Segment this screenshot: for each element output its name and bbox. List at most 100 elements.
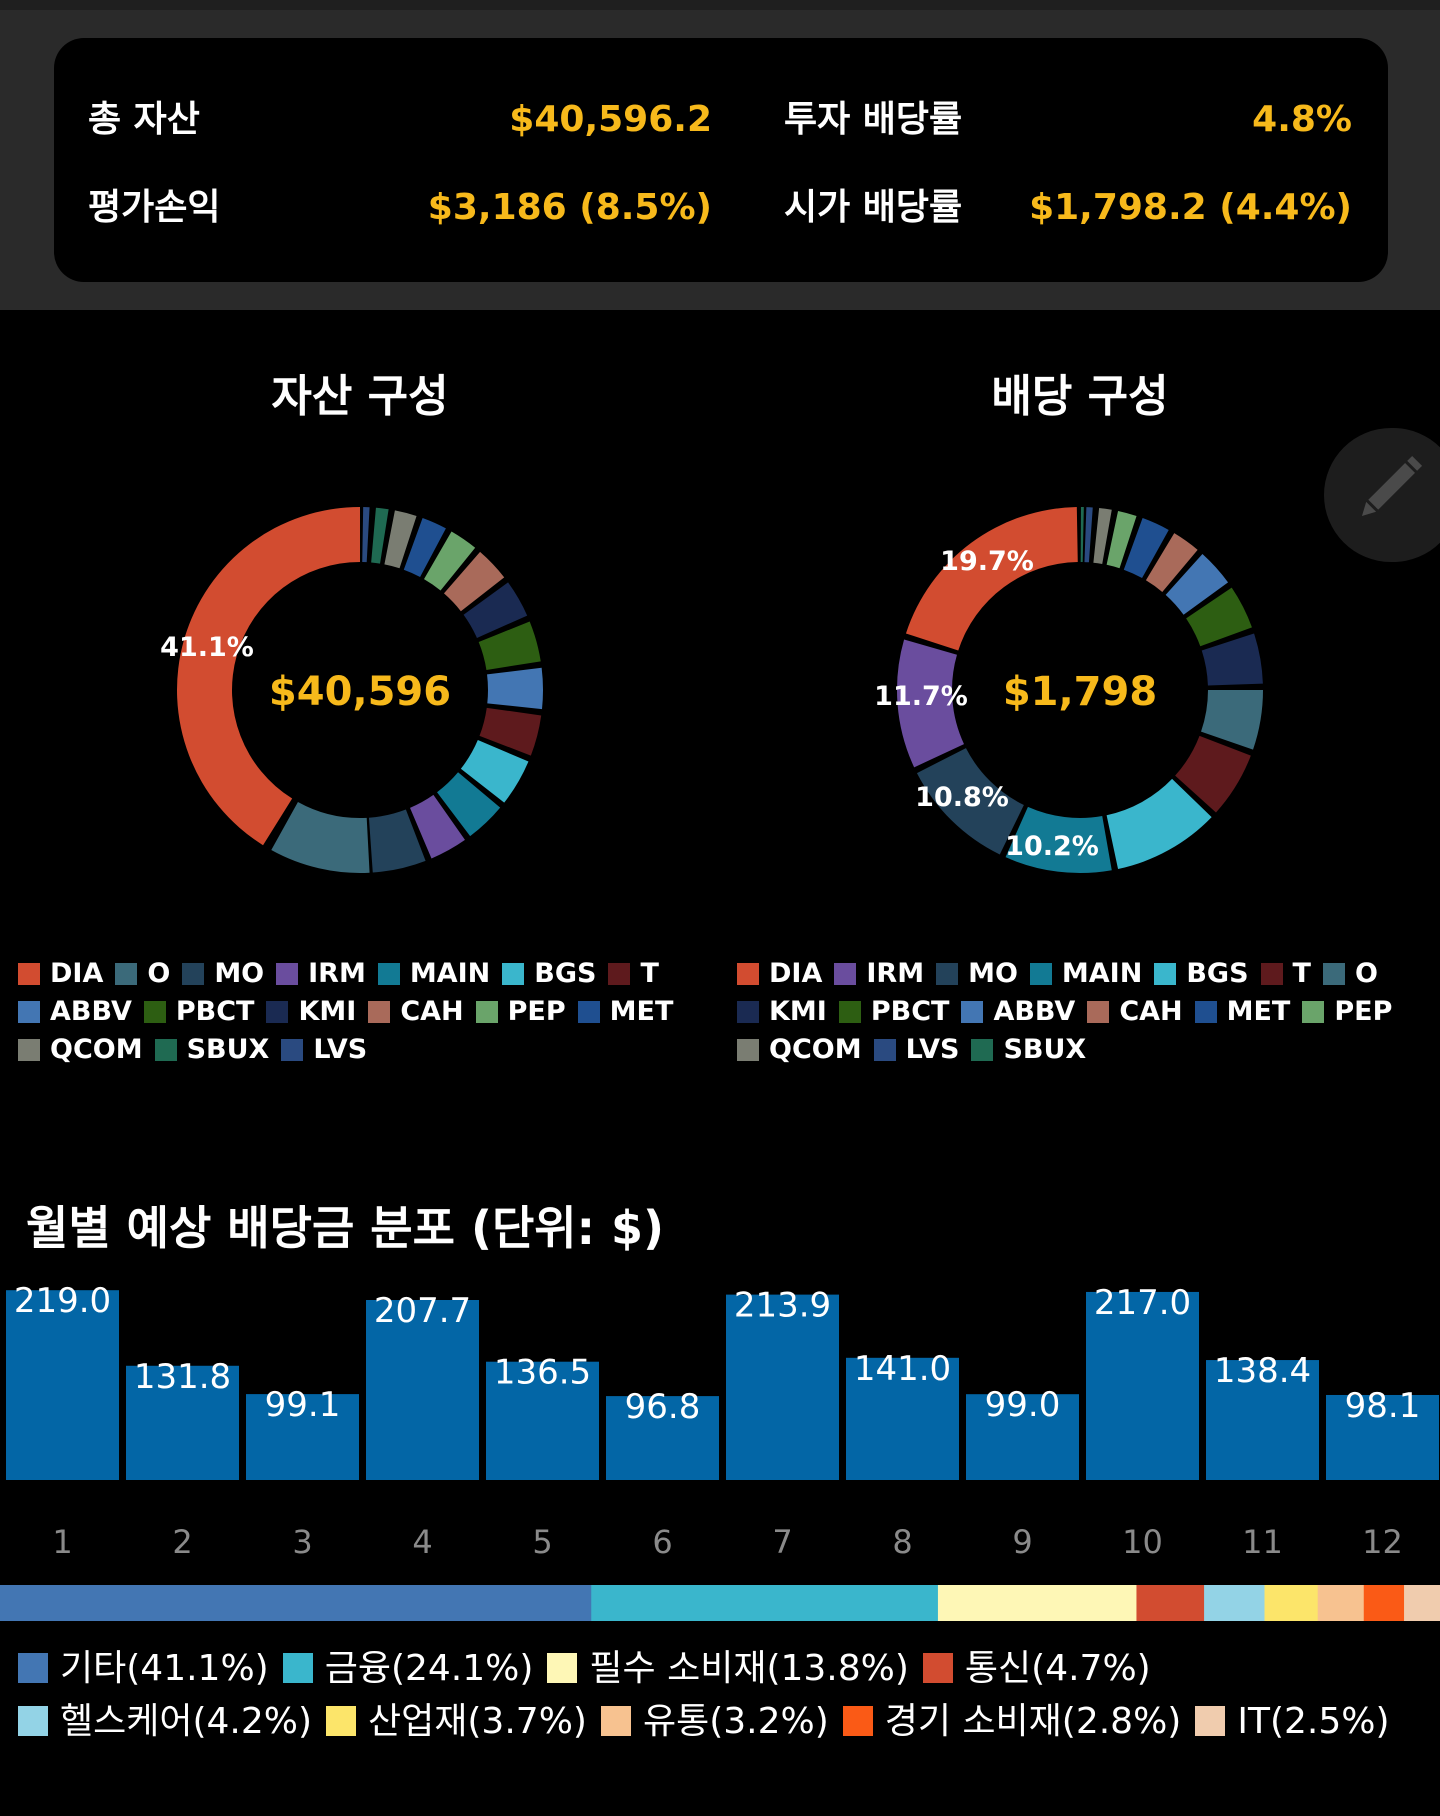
sector-segment <box>1264 1585 1319 1621</box>
legend-swatch <box>266 1001 289 1023</box>
month-tick-label: 11 <box>1242 1523 1283 1560</box>
legend-label: DIA <box>50 958 104 989</box>
total-assets-label: 총 자산 <box>88 99 200 140</box>
month-tick-label: 5 <box>532 1523 552 1560</box>
bar-month-9 <box>966 1394 1079 1480</box>
asset-slice-10 <box>443 551 505 612</box>
legend-swatch <box>1154 963 1177 985</box>
asset-chart-title: 자산 구성 <box>271 371 449 422</box>
legend-label: T <box>1292 958 1311 989</box>
dividend-slice-12 <box>1106 510 1137 569</box>
legend-swatch <box>961 1001 984 1023</box>
edit-button[interactable] <box>1324 428 1440 562</box>
legend-swatch <box>873 1039 896 1061</box>
dividend_chart-legend-item: T <box>1260 955 1311 993</box>
sector-legend-item: 통신(4.7%) <box>922 1642 1151 1695</box>
bar-month-2 <box>126 1365 239 1480</box>
legend-swatch <box>737 963 759 985</box>
sector-legend-item: 산업재(3.7%) <box>326 1695 587 1748</box>
sector-label: 헬스케어(4.2%) <box>60 1701 313 1742</box>
legend-swatch <box>18 963 40 985</box>
asset-slice-5 <box>460 740 529 803</box>
legend-swatch <box>154 1039 177 1061</box>
sector-segment <box>0 1585 592 1621</box>
legend-label: QCOM <box>50 1034 143 1065</box>
month-tick-label: 3 <box>292 1523 312 1560</box>
sector-label: 금융(24.1%) <box>324 1648 534 1689</box>
sector-legend-item: 경기 소비재(2.8%) <box>842 1695 1181 1748</box>
legend-label: IRM <box>866 958 925 989</box>
sector-segment <box>1317 1585 1365 1621</box>
asset-slice-1 <box>271 801 370 873</box>
dividend-legend: DIA IRM MO MAIN BGS T O KMI PBCT ABBV CAH MET PEP QCO… <box>737 955 1437 1069</box>
legend-swatch <box>737 1039 759 1061</box>
dividend_chart-legend-item: O <box>1322 955 1378 993</box>
asset_chart-legend-item: O <box>115 955 170 993</box>
legend-swatch <box>143 1001 166 1023</box>
legend-label: PEP <box>507 996 566 1027</box>
sector-label: 통신(4.7%) <box>964 1648 1151 1689</box>
summary-card: 총 자산 $40,596.2 투자 배당률 4.8% 평가손익 $3,186 (… <box>54 38 1388 282</box>
asset_chart-legend-item: MO <box>182 955 264 993</box>
monthly-chart-title: 월별 예상 배당금 분포 (단위: $) <box>26 1201 665 1255</box>
legend-swatch <box>502 963 525 985</box>
asset-slice-7 <box>487 667 543 710</box>
legend-swatch <box>475 1001 498 1023</box>
month-tick-label: 6 <box>652 1523 672 1560</box>
bar-month-7 <box>726 1294 839 1480</box>
sector-swatch <box>326 1706 357 1736</box>
dividend_chart-legend-item: MO <box>936 955 1018 993</box>
legend-swatch <box>834 963 857 985</box>
legend-label: BGS <box>1186 958 1249 989</box>
month-tick-label: 8 <box>892 1523 912 1560</box>
asset_chart-legend-item: IRM <box>276 955 366 993</box>
total-assets-value: $40,596.2 <box>509 99 712 140</box>
bar-value-label: 131.8 <box>134 1357 231 1397</box>
pencil-icon <box>1361 455 1423 517</box>
sector-swatch <box>547 1653 578 1683</box>
monthly-bar-chart: 219.0 1 131.8 2 99.1 3 207.7 4 136.5 5 96.8 6 213.9 7… <box>6 1281 1439 1560</box>
legend-swatch <box>276 963 299 985</box>
pnl-label: 평가손익 <box>88 187 221 228</box>
sector-segment <box>1204 1585 1265 1621</box>
sector-legend-item: IT(2.5%) <box>1195 1695 1390 1748</box>
legend-label: IRM <box>308 958 366 989</box>
bar-value-label: 99.0 <box>985 1385 1061 1425</box>
bar-value-label: 207.7 <box>374 1291 471 1331</box>
legend-swatch <box>281 1039 304 1061</box>
bar-value-label: 98.1 <box>1345 1386 1421 1426</box>
legend-label: MET <box>609 996 674 1027</box>
legend-label: PEP <box>1334 996 1393 1027</box>
dividend_chart-legend-item: PBCT <box>838 993 949 1031</box>
asset-slice-8 <box>478 621 541 670</box>
bar-value-label: 213.9 <box>734 1286 831 1326</box>
asset-slice-14 <box>371 507 389 564</box>
dividend-slice-11 <box>1123 518 1169 579</box>
legend-swatch <box>115 963 138 985</box>
sector-legend: 기타(41.1%) 금융(24.1%) 필수 소비재(13.8%) 통신(4.7%) 헬… <box>18 1642 1438 1748</box>
asset_chart-legend-item: MET <box>577 993 674 1031</box>
legend-label: BGS <box>534 958 597 989</box>
dividend_chart-legend-item: SBUX <box>971 1031 1086 1069</box>
bar-value-label: 99.1 <box>265 1385 341 1425</box>
asset-slice-0 <box>177 507 360 846</box>
dividend-slice-15 <box>1080 507 1084 563</box>
dividend_chart-legend-item: KMI <box>737 993 827 1031</box>
dividend-slice-6 <box>1201 690 1263 750</box>
legend-label: KMI <box>769 996 827 1027</box>
legend-label: QCOM <box>769 1034 862 1065</box>
dividend-slice-9 <box>1165 554 1229 615</box>
asset-slice-13 <box>384 510 417 569</box>
legend-label: KMI <box>298 996 357 1027</box>
bar-value-label: 141.0 <box>854 1349 951 1389</box>
legend-label: MET <box>1226 996 1291 1027</box>
legend-label: CAH <box>400 996 464 1027</box>
asset-slice-6 <box>479 707 542 756</box>
legend-label: ABBV <box>993 996 1076 1027</box>
asset-center-value: $40,596 <box>269 669 451 715</box>
asset_chart-legend-item: PBCT <box>143 993 254 1031</box>
sector-swatch <box>922 1653 953 1683</box>
legend-swatch <box>838 1001 861 1023</box>
sector-label: 기타(41.1%) <box>60 1648 269 1689</box>
dividend-slice-8 <box>1186 587 1252 647</box>
